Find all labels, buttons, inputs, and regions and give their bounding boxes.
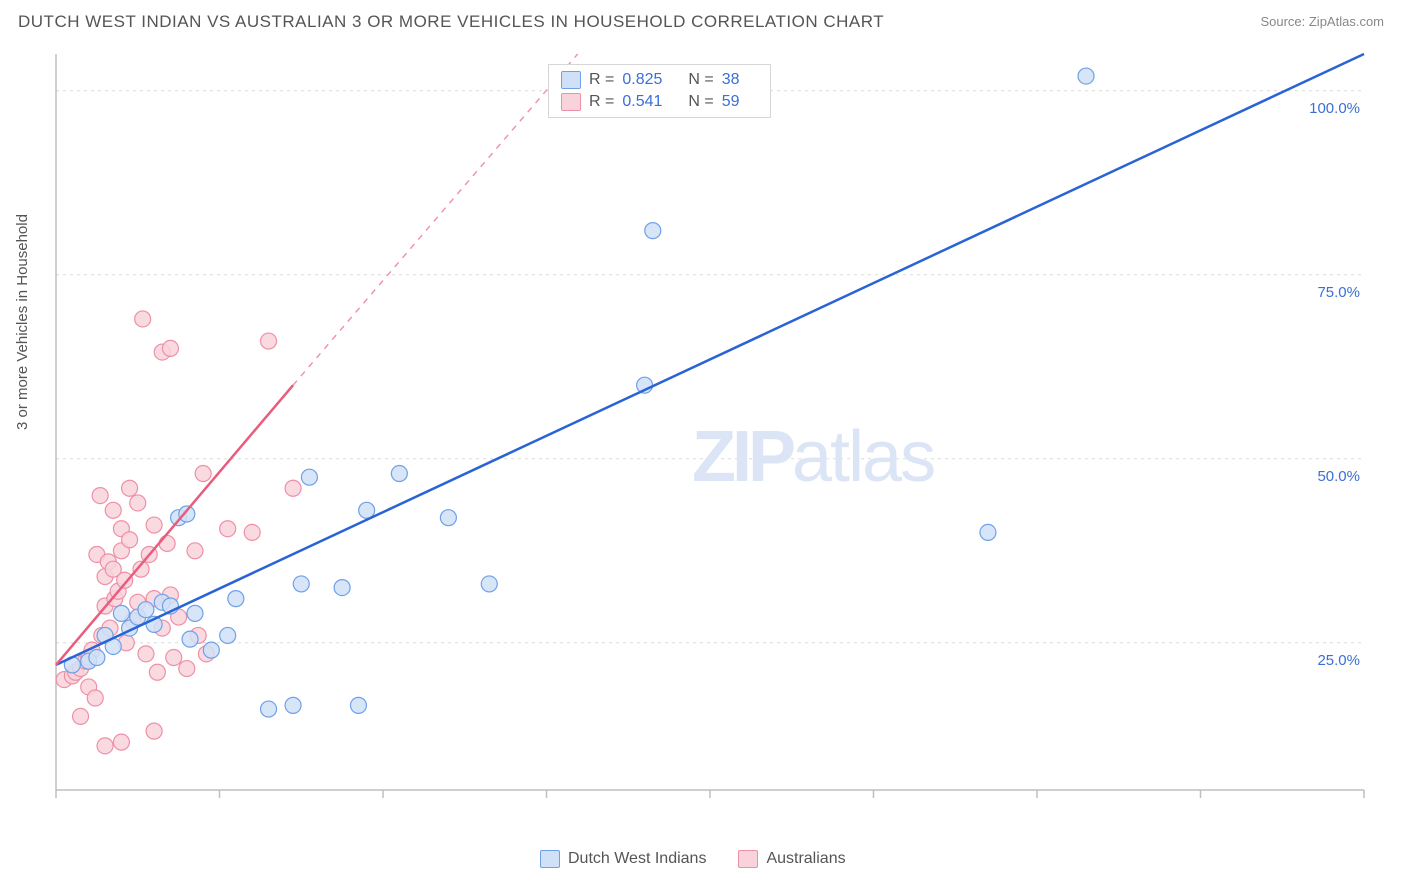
y-axis-label: 3 or more Vehicles in Household xyxy=(14,214,31,430)
legend-row: R = 0.541 N = 59 xyxy=(557,91,762,113)
legend-series: Dutch West Indians Australians xyxy=(540,850,846,868)
svg-text:75.0%: 75.0% xyxy=(1317,284,1360,301)
r-label: R = xyxy=(589,71,614,89)
chart-title: DUTCH WEST INDIAN VS AUSTRALIAN 3 OR MOR… xyxy=(18,12,884,32)
r-value: 0.825 xyxy=(622,71,662,89)
legend-swatch-pink xyxy=(738,850,758,868)
chart-area: 25.0%50.0%75.0%100.0%0.0%80.0% ZIPatlas … xyxy=(52,46,1372,814)
legend-swatch-blue xyxy=(540,850,560,868)
legend-swatch-blue xyxy=(561,71,581,89)
legend-item: Dutch West Indians xyxy=(540,850,706,868)
n-label: N = xyxy=(688,93,713,111)
svg-text:50.0%: 50.0% xyxy=(1317,468,1360,485)
legend-label: Dutch West Indians xyxy=(568,850,706,868)
svg-text:100.0%: 100.0% xyxy=(1309,100,1360,117)
legend-label: Australians xyxy=(766,850,845,868)
n-value: 38 xyxy=(722,71,740,89)
legend-correlation: R = 0.825 N = 38 R = 0.541 N = 59 xyxy=(548,64,771,118)
source-label: Source: ZipAtlas.com xyxy=(1260,14,1384,29)
n-label: N = xyxy=(688,71,713,89)
legend-row: R = 0.825 N = 38 xyxy=(557,69,762,91)
r-value: 0.541 xyxy=(622,93,662,111)
svg-text:25.0%: 25.0% xyxy=(1317,652,1360,669)
n-value: 59 xyxy=(722,93,740,111)
scatter-plot: 25.0%50.0%75.0%100.0%0.0%80.0% xyxy=(52,46,1372,814)
legend-item: Australians xyxy=(738,850,845,868)
legend-swatch-pink xyxy=(561,93,581,111)
r-label: R = xyxy=(589,93,614,111)
